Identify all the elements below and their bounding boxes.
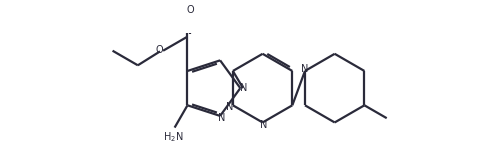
Text: O: O (186, 4, 194, 14)
Text: H$_2$N: H$_2$N (163, 130, 183, 144)
Text: N: N (301, 64, 308, 74)
Text: N: N (259, 119, 267, 129)
Text: N: N (227, 102, 234, 112)
Text: N: N (240, 83, 247, 93)
Text: O: O (156, 45, 164, 55)
Text: N: N (218, 113, 225, 123)
